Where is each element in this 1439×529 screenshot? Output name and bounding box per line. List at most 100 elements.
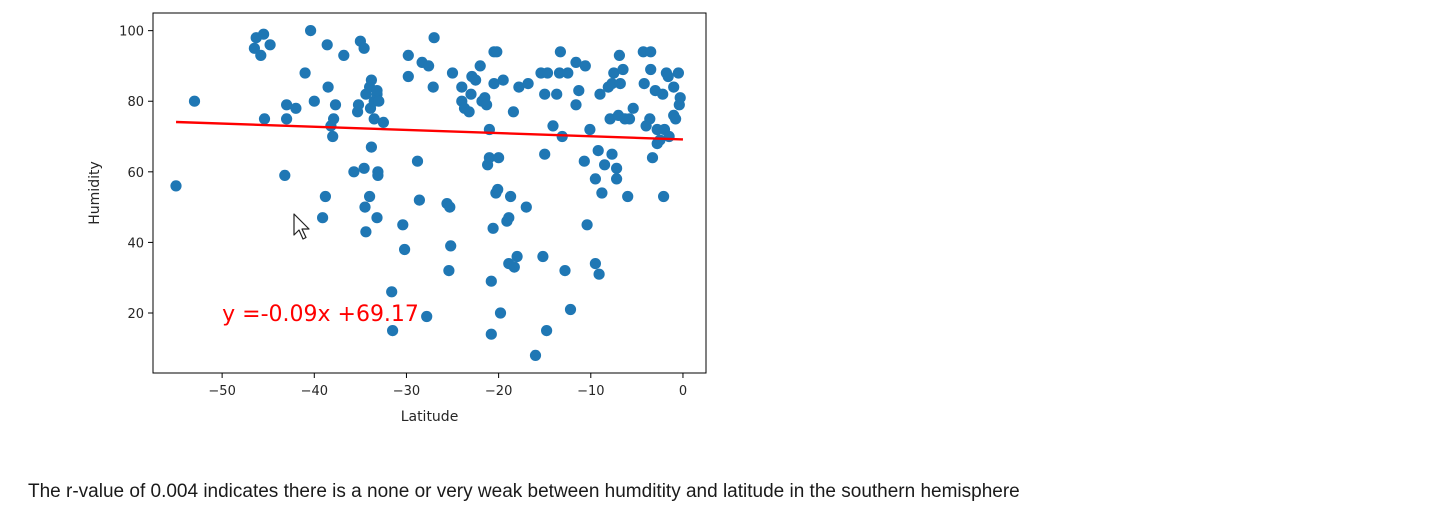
- data-point: [463, 106, 475, 118]
- data-point: [493, 152, 505, 164]
- y-axis-title: Humidity: [87, 161, 103, 224]
- data-point: [368, 113, 380, 125]
- data-point: [402, 70, 414, 83]
- data-point: [485, 275, 497, 287]
- data-point: [611, 162, 623, 174]
- data-point: [662, 70, 674, 83]
- data-point: [657, 88, 669, 100]
- data-point: [386, 286, 398, 298]
- data-point: [592, 145, 604, 157]
- data-point: [654, 134, 666, 146]
- data-point: [570, 56, 582, 68]
- mouse-pointer-icon: [293, 213, 310, 240]
- data-point: [402, 49, 414, 62]
- data-point: [487, 222, 499, 234]
- data-point: [488, 78, 500, 90]
- data-point: [513, 81, 525, 93]
- data-point: [365, 74, 377, 86]
- data-point: [553, 67, 566, 79]
- data-point: [328, 113, 340, 125]
- data-point: [529, 349, 542, 361]
- data-point: [644, 113, 656, 125]
- data-point: [329, 99, 342, 111]
- points-layer: [170, 25, 686, 361]
- data-point: [556, 130, 568, 143]
- data-point: [503, 212, 515, 224]
- data-point: [606, 78, 618, 90]
- data-point: [491, 46, 503, 58]
- data-point: [428, 32, 440, 44]
- y-axis: 20 40 60 80 100: [119, 25, 153, 322]
- data-point: [373, 95, 385, 107]
- regression-line: [176, 120, 683, 141]
- data-point: [465, 88, 477, 100]
- data-point: [445, 240, 457, 252]
- data-point: [399, 243, 411, 256]
- data-point: [613, 49, 626, 62]
- data-point: [421, 310, 433, 323]
- data-point: [413, 194, 425, 206]
- data-point: [481, 99, 493, 111]
- data-point: [264, 39, 276, 51]
- data-point: [279, 169, 291, 181]
- data-point: [299, 67, 311, 79]
- data-point: [627, 102, 639, 114]
- data-point: [670, 113, 682, 125]
- data-point: [559, 265, 571, 277]
- data-point: [338, 49, 350, 62]
- data-point: [537, 250, 549, 263]
- x-tick-label: −20: [485, 384, 512, 399]
- data-point: [579, 60, 591, 72]
- data-point: [505, 190, 517, 203]
- data-point: [360, 226, 372, 238]
- data-point: [446, 67, 459, 79]
- data-point: [492, 183, 504, 196]
- data-point: [564, 303, 577, 316]
- data-point: [474, 60, 486, 72]
- data-point: [551, 88, 563, 100]
- data-point: [322, 81, 334, 93]
- data-point: [623, 113, 636, 125]
- x-tick-label: −30: [393, 384, 420, 399]
- data-point: [358, 162, 370, 174]
- x-tick-label: −10: [577, 384, 604, 399]
- y-tick-label: 40: [127, 236, 144, 251]
- data-point: [589, 173, 602, 185]
- data-point: [584, 123, 596, 136]
- data-point: [497, 74, 509, 86]
- data-point: [352, 99, 365, 111]
- data-point: [622, 190, 634, 203]
- data-point: [358, 42, 370, 54]
- data-point: [507, 106, 519, 118]
- chart-svg: −50 −40 −30 −20 −10 0 20 40 60 80 100 y =-0.09x +…: [87, 12, 707, 425]
- data-point: [371, 85, 383, 97]
- data-point: [305, 25, 317, 37]
- data-point: [596, 187, 608, 199]
- data-point: [321, 39, 333, 51]
- data-point: [547, 120, 559, 132]
- data-point: [258, 28, 270, 40]
- data-point: [611, 173, 623, 185]
- data-point: [541, 325, 553, 337]
- data-point: [672, 67, 685, 79]
- y-tick-label: 20: [127, 307, 144, 322]
- data-point: [397, 219, 409, 231]
- data-point: [593, 268, 605, 280]
- x-tick-label: −40: [301, 384, 328, 399]
- data-point: [411, 155, 424, 167]
- data-point: [541, 67, 554, 79]
- data-point: [485, 328, 497, 340]
- x-axis: −50 −40 −30 −20 −10 0: [208, 373, 687, 399]
- data-point: [617, 63, 629, 76]
- data-point: [290, 102, 302, 114]
- data-point: [573, 85, 585, 97]
- data-point: [511, 250, 523, 263]
- y-tick-label: 60: [127, 166, 144, 181]
- data-point: [483, 152, 495, 164]
- data-point: [663, 130, 675, 143]
- data-point: [348, 166, 360, 178]
- data-point: [255, 49, 267, 62]
- scatter-chart: −50 −40 −30 −20 −10 0 20 40 60 80 100 y =-0.09x +…: [0, 0, 720, 440]
- regression-layer: [176, 120, 683, 141]
- x-axis-title: Latitude: [401, 409, 459, 425]
